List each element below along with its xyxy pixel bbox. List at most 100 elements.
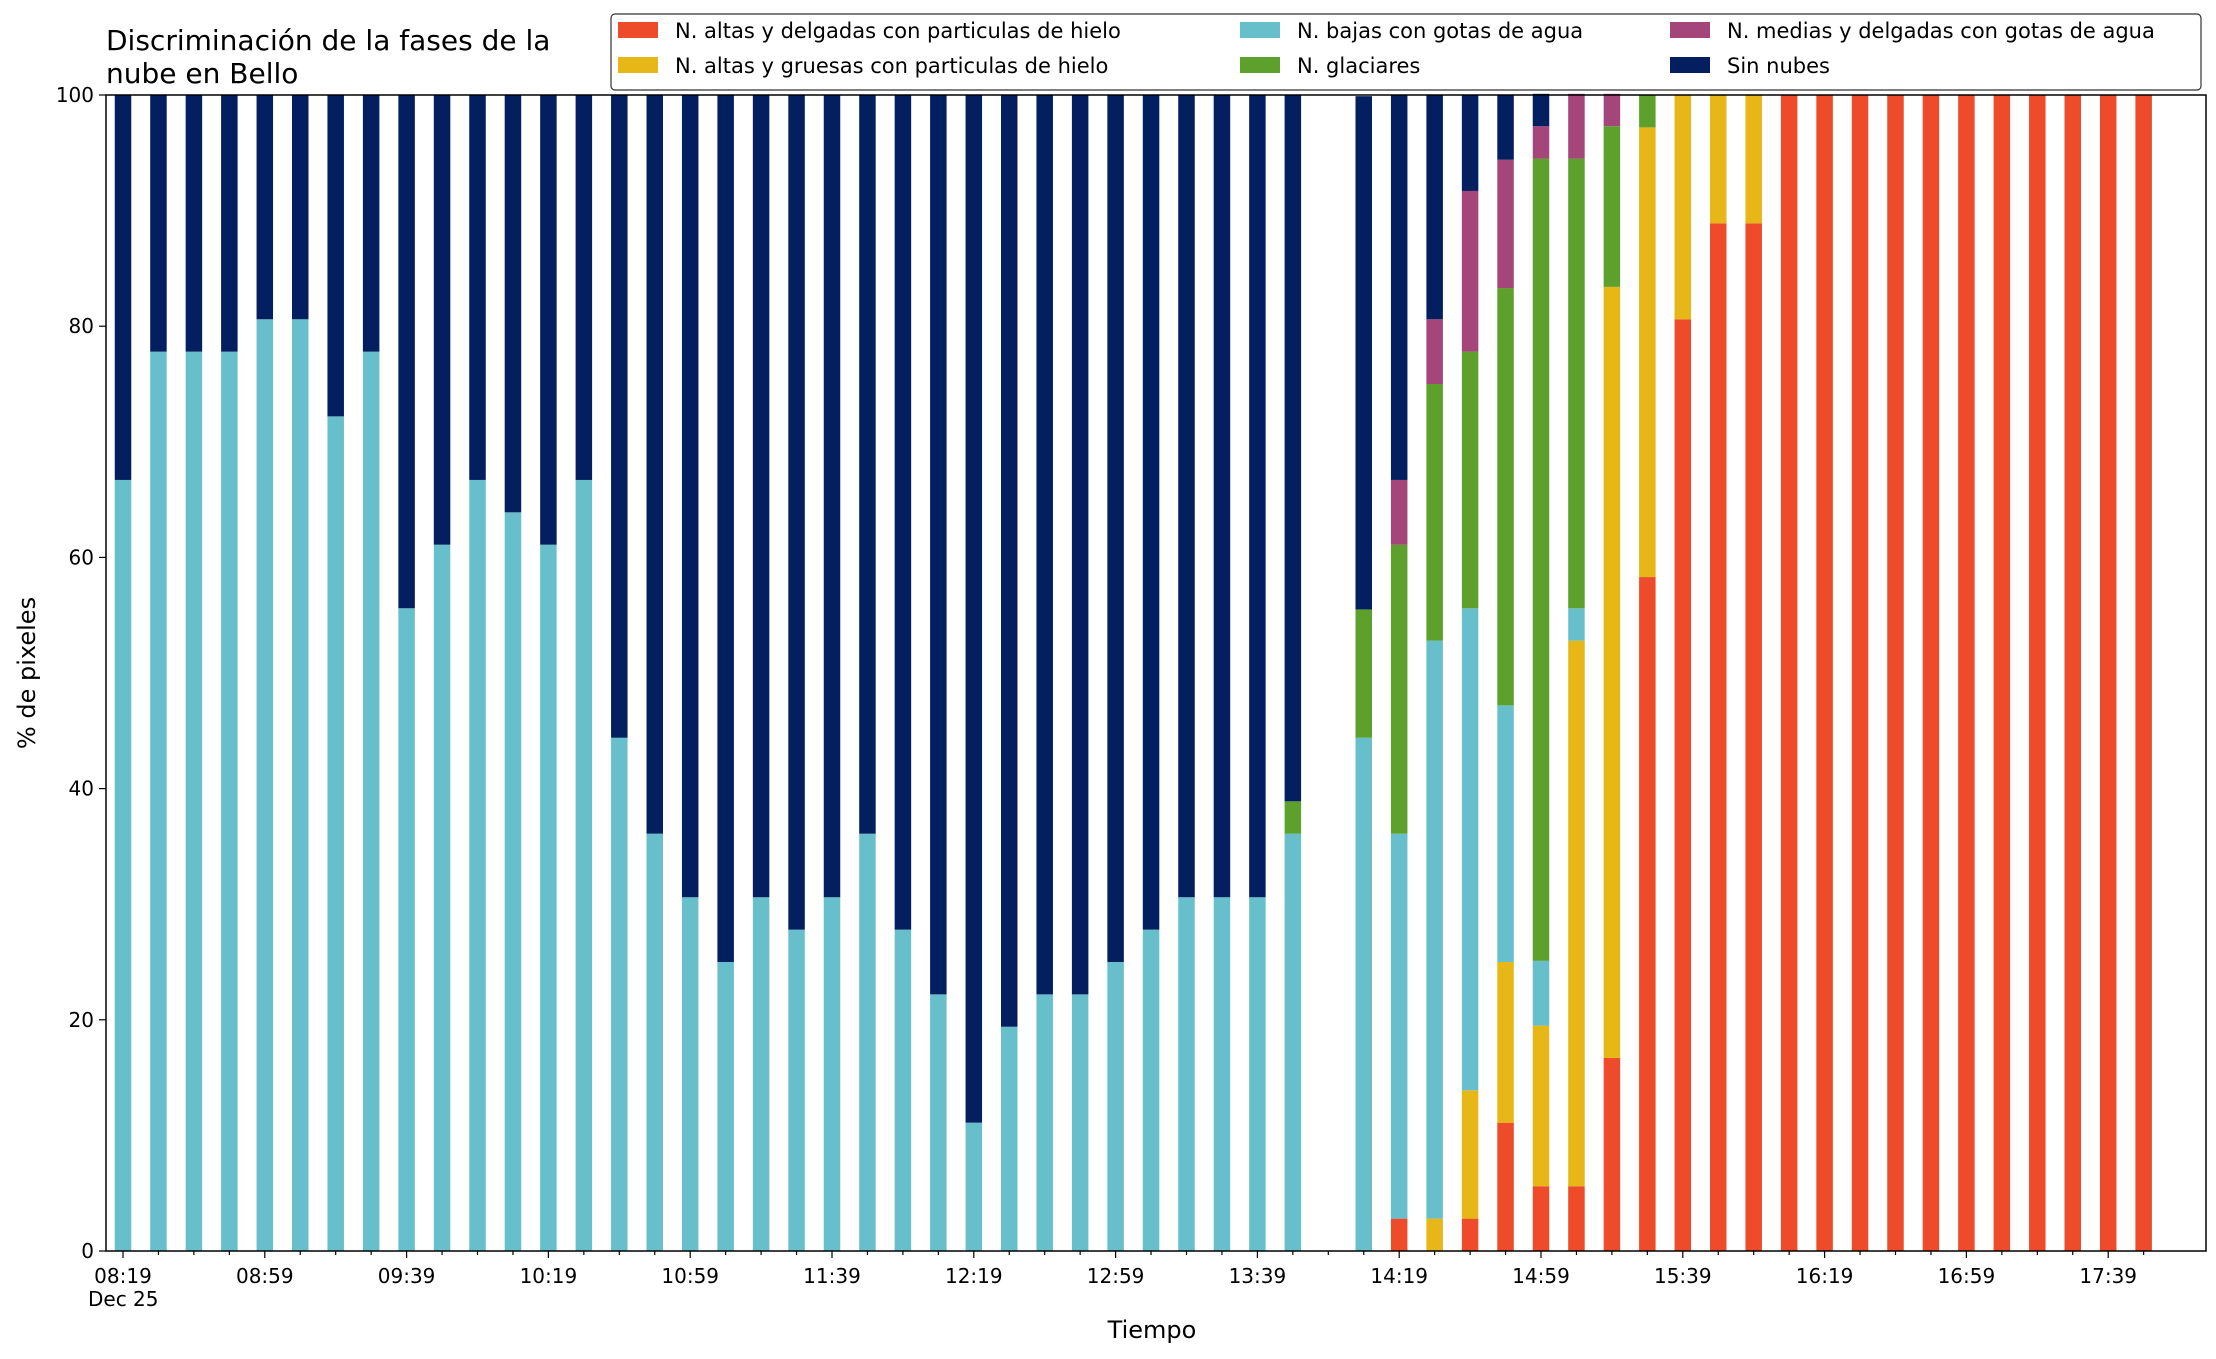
bar-segment-s2-c23	[930, 994, 947, 1251]
bar-segment-s0-c36	[1390, 1218, 1408, 1251]
bar-segment-s0-c48	[1816, 95, 1833, 1251]
bar-segment-s2-c2	[185, 351, 203, 1251]
chart-title-line-2: nube en Bello	[106, 57, 298, 90]
bar-segment-s2-c0	[114, 479, 132, 1251]
bar-segment-s2-c38	[1461, 608, 1479, 1091]
bar-segment-s5-c10	[469, 95, 486, 480]
legend-swatch	[1240, 22, 1280, 38]
bar-segment-s0-c49	[1851, 95, 1869, 1251]
bar-segment-s5-c26	[1036, 95, 1053, 995]
bar-segment-s2-c13	[575, 479, 593, 1251]
bar-segment-s2-c10	[469, 479, 486, 1251]
bar-segment-s0-c41	[1568, 1186, 1585, 1251]
bar-segment-s4-c41	[1568, 93, 1585, 159]
x-tick-label: 13:39	[1229, 1264, 1287, 1288]
x-axis-label: Tiempo	[1107, 1316, 1197, 1344]
x-tick-label: 11:39	[803, 1264, 861, 1288]
bar-segment-s0-c51	[1922, 95, 1940, 1251]
bar-segment-s5-c27	[1071, 95, 1089, 995]
bar-segment-s1-c39	[1497, 962, 1514, 1123]
bar-segment-s5-c25	[1001, 95, 1018, 1027]
bar-segment-s2-c37	[1426, 640, 1443, 1219]
bar-segment-s5-c7	[362, 95, 380, 352]
bar-segment-s5-c1	[150, 95, 167, 352]
bar-segment-s5-c9	[433, 95, 451, 545]
y-axis: 0 20 40 60 80 100	[56, 83, 106, 1263]
bar-segment-s5-c40	[1532, 93, 1550, 127]
bar-segment-s5-c5	[292, 95, 309, 320]
bar-segment-s5-c17	[717, 95, 734, 962]
bar-segment-s1-c40	[1532, 1025, 1550, 1187]
legend-swatch	[1240, 57, 1280, 73]
legend-swatch	[618, 57, 658, 73]
bar-segment-s2-c11	[504, 512, 522, 1251]
legend-box	[610, 13, 2202, 91]
plot-frame	[105, 94, 2207, 1252]
y-tick-label: 20	[69, 1008, 94, 1032]
x-tick-label: 14:19	[1370, 1264, 1428, 1288]
bar-segment-s2-c14	[611, 737, 628, 1251]
bar-segment-s5-c31	[1213, 95, 1231, 898]
bar-segment-s2-c22	[894, 929, 912, 1251]
bar-segment-s5-c21	[859, 95, 876, 834]
bar-segment-s5-c14	[611, 95, 628, 738]
bar-segment-s2-c27	[1071, 994, 1089, 1251]
bar-segment-s2-c12	[540, 544, 557, 1251]
bar-segment-s2-c19	[788, 929, 805, 1251]
bar-segment-s2-c8	[398, 608, 415, 1251]
legend-label: N. medias y delgadas con gotas de agua	[1727, 19, 2155, 43]
bar-segment-s5-c23	[930, 95, 947, 995]
bar-segment-s1-c38	[1461, 1090, 1479, 1219]
x-tick-label: 12:19	[945, 1264, 1003, 1288]
y-axis-label: % de pixeles	[13, 597, 41, 749]
x-tick-label: 09:39	[378, 1264, 436, 1288]
bar-segment-s0-c57	[2135, 95, 2152, 1251]
bar-segment-s0-c54	[2029, 95, 2046, 1251]
bar-segment-s2-c29	[1142, 929, 1160, 1251]
bar-segment-s5-c12	[540, 95, 557, 545]
y-tick-label: 40	[69, 777, 94, 801]
bar-segment-s2-c15	[646, 833, 663, 1251]
x-tick-label: 14:59	[1512, 1264, 1570, 1288]
legend-label: N. glaciares	[1297, 54, 1420, 78]
y-tick-label: 100	[56, 83, 94, 107]
legend-label: N. bajas con gotas de agua	[1297, 19, 1583, 43]
bar-segment-s0-c44	[1674, 319, 1692, 1251]
bar-segment-s2-c31	[1213, 897, 1231, 1251]
legend-label: N. altas y delgadas con particulas de hi…	[675, 19, 1121, 43]
bar-segment-s1-c41	[1568, 640, 1585, 1187]
bar-segment-s0-c40	[1532, 1186, 1550, 1251]
bar-segment-s2-c5	[292, 319, 309, 1251]
bar-segment-s3-c42	[1603, 126, 1621, 287]
bar-segment-s2-c35	[1355, 737, 1372, 1251]
bar-segment-s5-c11	[504, 95, 522, 513]
bar-segment-s5-c28	[1107, 95, 1124, 962]
bar-segment-s2-c24	[965, 1122, 983, 1251]
bar-segment-s5-c8	[398, 95, 415, 609]
bars-layer	[114, 93, 2152, 1251]
bar-segment-s1-c42	[1603, 286, 1621, 1058]
legend-swatch	[1670, 57, 1710, 73]
bar-segment-s5-c32	[1249, 95, 1266, 898]
bar-segment-s3-c39	[1497, 288, 1514, 706]
legend-swatch	[618, 22, 658, 38]
y-tick-label: 60	[69, 545, 94, 569]
bar-segment-s2-c21	[859, 833, 876, 1251]
bar-segment-s0-c55	[2064, 95, 2081, 1251]
bar-segment-s2-c18	[752, 897, 770, 1251]
legend: N. altas y delgadas con particulas de hi…	[610, 13, 2202, 91]
bar-segment-s4-c40	[1532, 126, 1550, 159]
bar-segment-s0-c43	[1639, 577, 1656, 1251]
x-axis: 08:19 08:59 09:39 10:19 10:59 11:39 12:19 12:59…	[94, 1251, 2145, 1288]
bar-segment-s2-c20	[823, 897, 841, 1251]
chart-title-line-1: Discriminación de la fases de la	[106, 24, 550, 57]
bar-segment-s5-c37	[1426, 95, 1443, 320]
bar-segment-s2-c40	[1532, 960, 1550, 1026]
bar-segment-s1-c45	[1710, 95, 1727, 224]
bar-segment-s0-c42	[1603, 1057, 1621, 1251]
bar-segment-s5-c29	[1142, 95, 1160, 930]
bar-segment-s5-c13	[575, 95, 593, 480]
bar-segment-s4-c38	[1461, 190, 1479, 352]
